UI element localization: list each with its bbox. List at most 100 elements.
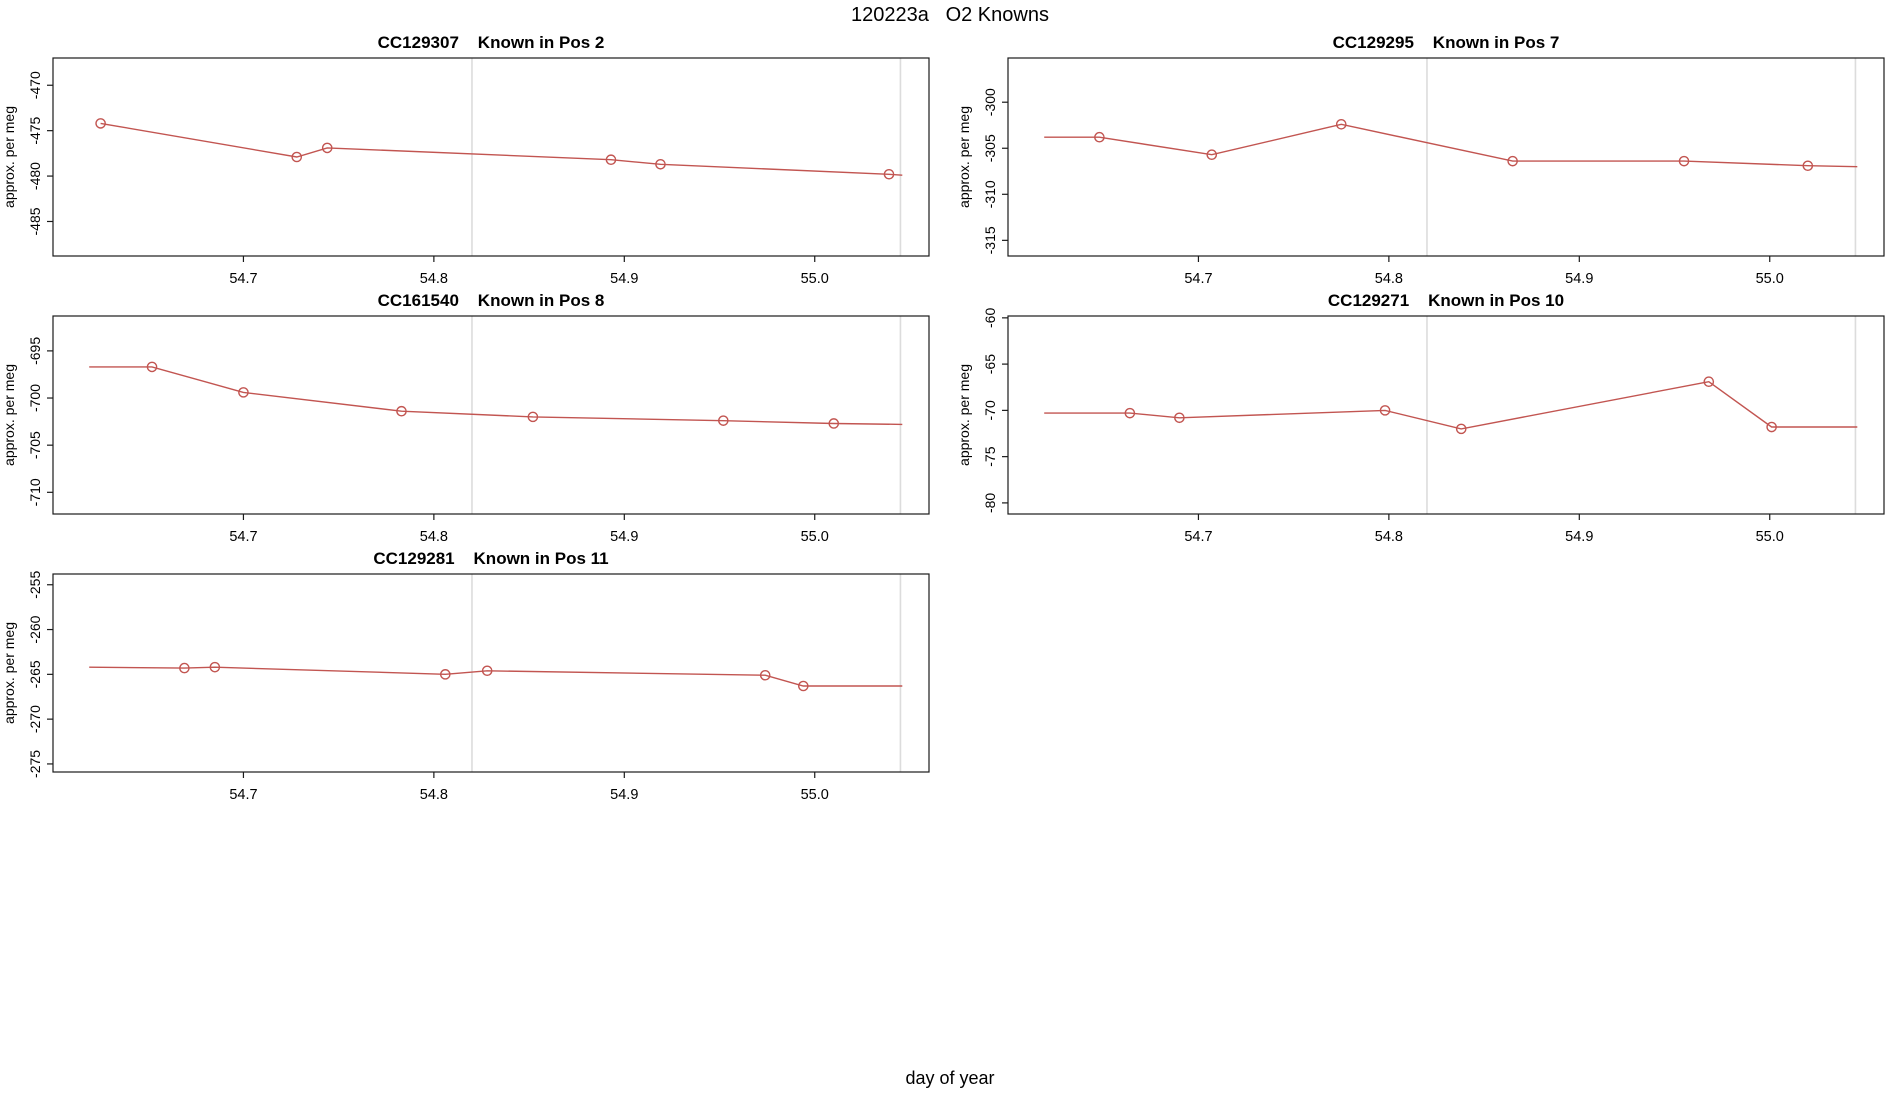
gridlines — [1426, 316, 1857, 514]
data-point-marker — [146, 361, 158, 373]
y-axis-label: approx. per meg — [1, 622, 17, 724]
y-tick-label: -270 — [27, 705, 43, 733]
panel-title: CC129295 Known in Pos 7 — [1333, 33, 1560, 52]
x-tick-label: 54.7 — [1184, 271, 1212, 287]
data-point-marker — [291, 151, 303, 163]
data-point-marker — [95, 118, 106, 129]
y-tick-label: -315 — [982, 226, 998, 254]
x-tick-label: 55.0 — [801, 271, 829, 287]
data-points — [1094, 119, 1814, 172]
plot-border — [52, 315, 930, 515]
y-tick-label: -305 — [982, 134, 998, 162]
data-point-marker — [828, 418, 840, 429]
y-tick-label: -310 — [982, 180, 998, 208]
x-tick-label: 54.8 — [420, 271, 448, 287]
y-tick-label: -70 — [982, 400, 998, 420]
y-tick-label: -700 — [27, 384, 43, 412]
x-tick-label: 54.7 — [229, 787, 257, 803]
data-point-marker — [209, 661, 221, 673]
y-tick-label: -60 — [982, 308, 998, 328]
data-point-marker — [481, 665, 493, 677]
x-tick-label: 55.0 — [1756, 529, 1784, 545]
data-point-marker — [1379, 405, 1391, 416]
panel-title: CC161540 Known in Pos 8 — [378, 291, 605, 310]
y-tick-label: -475 — [27, 116, 43, 144]
y-axis: -485 -480 -475 -470 — [27, 71, 53, 236]
data-point-marker — [396, 405, 407, 417]
data-point-marker — [1766, 421, 1777, 433]
x-axis: 54.7 54.8 54.9 55.0 — [1184, 256, 1784, 287]
data-point-marker — [179, 662, 190, 674]
y-axis: -710 -705 -700 -695 — [27, 337, 53, 506]
data-point-marker — [1174, 412, 1185, 424]
x-tick-label: 54.7 — [1184, 529, 1212, 545]
data-point-marker — [321, 142, 333, 154]
y-axis-label: approx. per meg — [956, 364, 972, 466]
x-axis: 54.7 54.8 54.9 55.0 — [229, 256, 829, 287]
x-tick-label: 54.9 — [610, 787, 638, 803]
x-tick-label: 55.0 — [801, 787, 829, 803]
panel-cc129281: CC129281 Known in Pos 11 54.7 54.8 54.9 55.0… — [0, 544, 953, 820]
y-tick-label: -470 — [27, 71, 43, 99]
y-tick-label: -710 — [27, 478, 43, 506]
data-point-marker — [1124, 407, 1136, 419]
y-axis: -275 -270 -265 -260 -255 — [27, 571, 53, 778]
data-point-marker — [527, 411, 539, 423]
y-tick-label: -695 — [27, 337, 43, 365]
x-axis: 54.7 54.8 54.9 55.0 — [229, 514, 829, 545]
x-tick-label: 54.8 — [1375, 529, 1403, 545]
x-tick-label: 54.7 — [229, 271, 257, 287]
y-tick-label: -65 — [982, 354, 998, 374]
panel-cc129295: CC129295 Known in Pos 7 54.7 54.8 54.9 55.0 -… — [955, 28, 1900, 304]
y-tick-label: -485 — [27, 207, 43, 235]
panel-plot-cc129307: CC129307 Known in Pos 2 54.7 54.8 54.9 55.0 -… — [1, 33, 930, 287]
panel-cc129271: CC129271 Known in Pos 10 54.7 54.8 54.9 55.0… — [955, 286, 1900, 562]
x-tick-label: 54.9 — [1565, 271, 1593, 287]
x-axis-label: day of year — [905, 1068, 995, 1088]
data-line — [100, 122, 903, 176]
y-tick-label: -480 — [27, 162, 43, 190]
data-point-marker — [1335, 119, 1347, 130]
x-axis: 54.7 54.8 54.9 55.0 — [229, 772, 829, 803]
panel-plot-cc129281: CC129281 Known in Pos 11 54.7 54.8 54.9 55.0… — [1, 549, 930, 803]
panel-plot-cc161540: CC161540 Known in Pos 8 54.7 54.8 54.9 55.0 -… — [1, 291, 930, 545]
figure-title: 120223a O2 Knowns — [851, 4, 1049, 26]
panel-title: CC129271 Known in Pos 10 — [1328, 291, 1564, 310]
x-tick-label: 54.9 — [1565, 529, 1593, 545]
y-axis: -80 -75 -70 -65 -60 — [982, 308, 1008, 513]
data-point-marker — [883, 168, 895, 180]
data-line — [1044, 123, 1858, 168]
data-points — [179, 661, 809, 692]
y-tick-label: -275 — [27, 750, 43, 778]
panel-plot-cc129295: CC129295 Known in Pos 7 54.7 54.8 54.9 55.0 -… — [956, 33, 1885, 287]
panel-title: CC129281 Known in Pos 11 — [373, 549, 608, 568]
data-point-marker — [1703, 376, 1715, 387]
data-point-marker — [1455, 423, 1467, 435]
x-tick-label: 54.8 — [1375, 271, 1403, 287]
data-point-marker — [1094, 131, 1105, 143]
y-tick-label: -80 — [982, 493, 998, 513]
plot-border — [52, 573, 930, 773]
y-tick-label: -255 — [27, 571, 43, 599]
y-tick-label: -75 — [982, 446, 998, 466]
panel-cc129307: CC129307 Known in Pos 2 54.7 54.8 54.9 55.0 -… — [0, 28, 953, 304]
x-tick-label: 54.9 — [610, 529, 638, 545]
y-axis-label: approx. per meg — [1, 106, 17, 208]
data-line — [89, 366, 903, 426]
y-axis-label: approx. per meg — [1, 364, 17, 466]
data-point-marker — [1206, 149, 1218, 160]
y-tick-label: -300 — [982, 88, 998, 116]
x-tick-label: 54.8 — [420, 529, 448, 545]
x-tick-label: 54.9 — [610, 271, 638, 287]
data-point-marker — [1678, 155, 1690, 167]
x-tick-label: 55.0 — [801, 529, 829, 545]
data-points — [95, 118, 895, 180]
plot-border — [52, 57, 930, 257]
x-tick-label: 55.0 — [1756, 271, 1784, 287]
gridlines — [471, 316, 902, 514]
gridlines — [471, 574, 902, 772]
panel-title: CC129307 Known in Pos 2 — [378, 33, 605, 52]
panel-plot-cc129271: CC129271 Known in Pos 10 54.7 54.8 54.9 55.0… — [956, 291, 1885, 545]
data-points — [146, 361, 840, 429]
